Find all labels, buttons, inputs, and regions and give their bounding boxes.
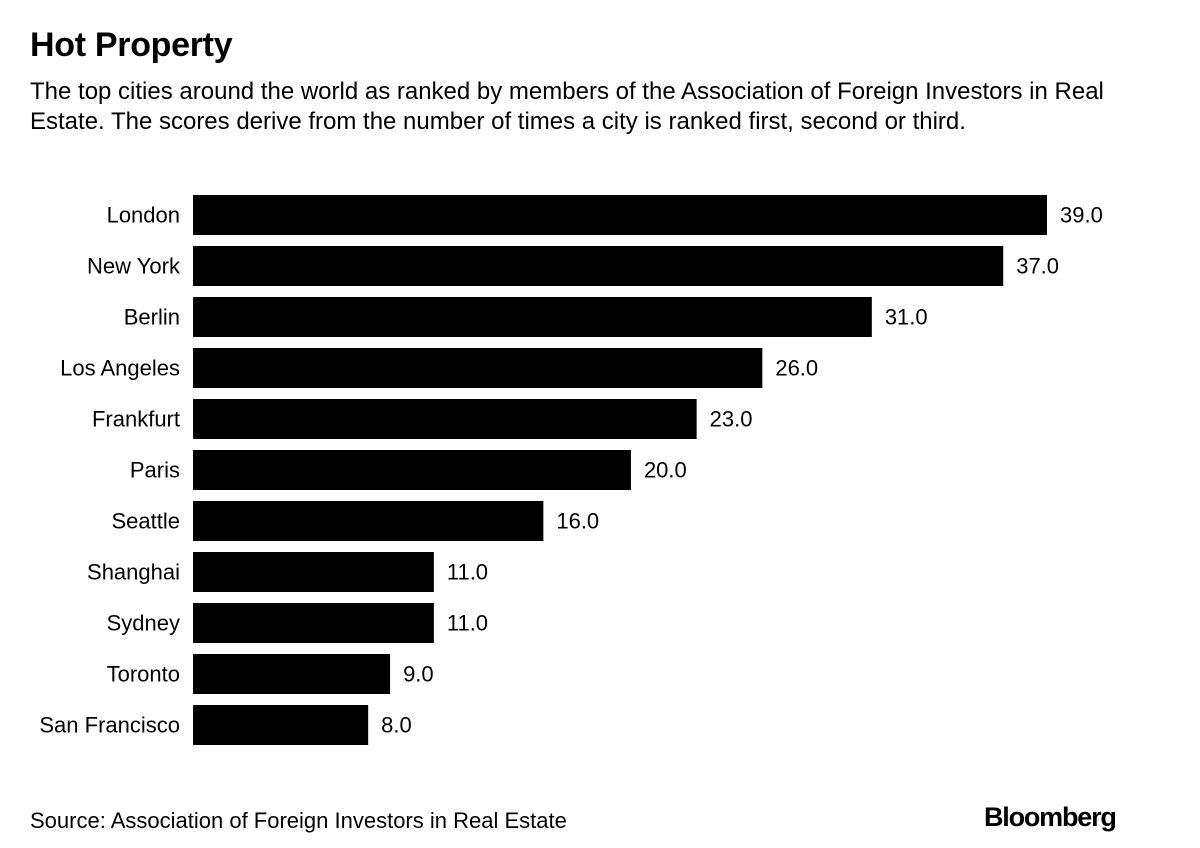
value-label: 26.0 [775,356,818,381]
value-label: 39.0 [1060,203,1103,228]
bar [193,654,391,694]
value-label: 23.0 [710,407,753,432]
value-label: 11.0 [447,611,488,636]
value-label: 16.0 [556,509,599,534]
category-label: Toronto [107,662,180,687]
category-label: Seattle [112,509,181,534]
bar [193,450,631,490]
value-label: 37.0 [1016,254,1059,279]
value-label: 20.0 [644,458,687,483]
category-label: San Francisco [39,713,180,738]
value-label: 11.0 [447,560,488,585]
category-label: Los Angeles [60,356,180,381]
value-label: 9.0 [403,662,434,687]
bar [193,603,434,643]
bar [193,195,1047,235]
category-label: Frankfurt [92,407,180,432]
source-note: Source: Association of Foreign Investors… [30,808,567,833]
bar [193,348,763,388]
bar [193,297,872,337]
chart-title: Hot Property [30,26,233,64]
value-label: 31.0 [885,305,928,330]
chart-subtitle: The top cities around the world as ranke… [30,78,1104,135]
category-label: Sydney [107,611,180,636]
bar [193,399,697,439]
value-label: 8.0 [381,713,412,738]
bar [193,552,434,592]
category-label: London [107,203,180,228]
bloomberg-logo: Bloomberg [984,802,1117,832]
category-label: Berlin [124,305,180,330]
category-label: New York [87,254,181,279]
bar [193,501,544,541]
category-label: Shanghai [87,560,180,585]
bar [193,705,369,745]
bar [193,246,1004,286]
category-label: Paris [130,458,180,483]
